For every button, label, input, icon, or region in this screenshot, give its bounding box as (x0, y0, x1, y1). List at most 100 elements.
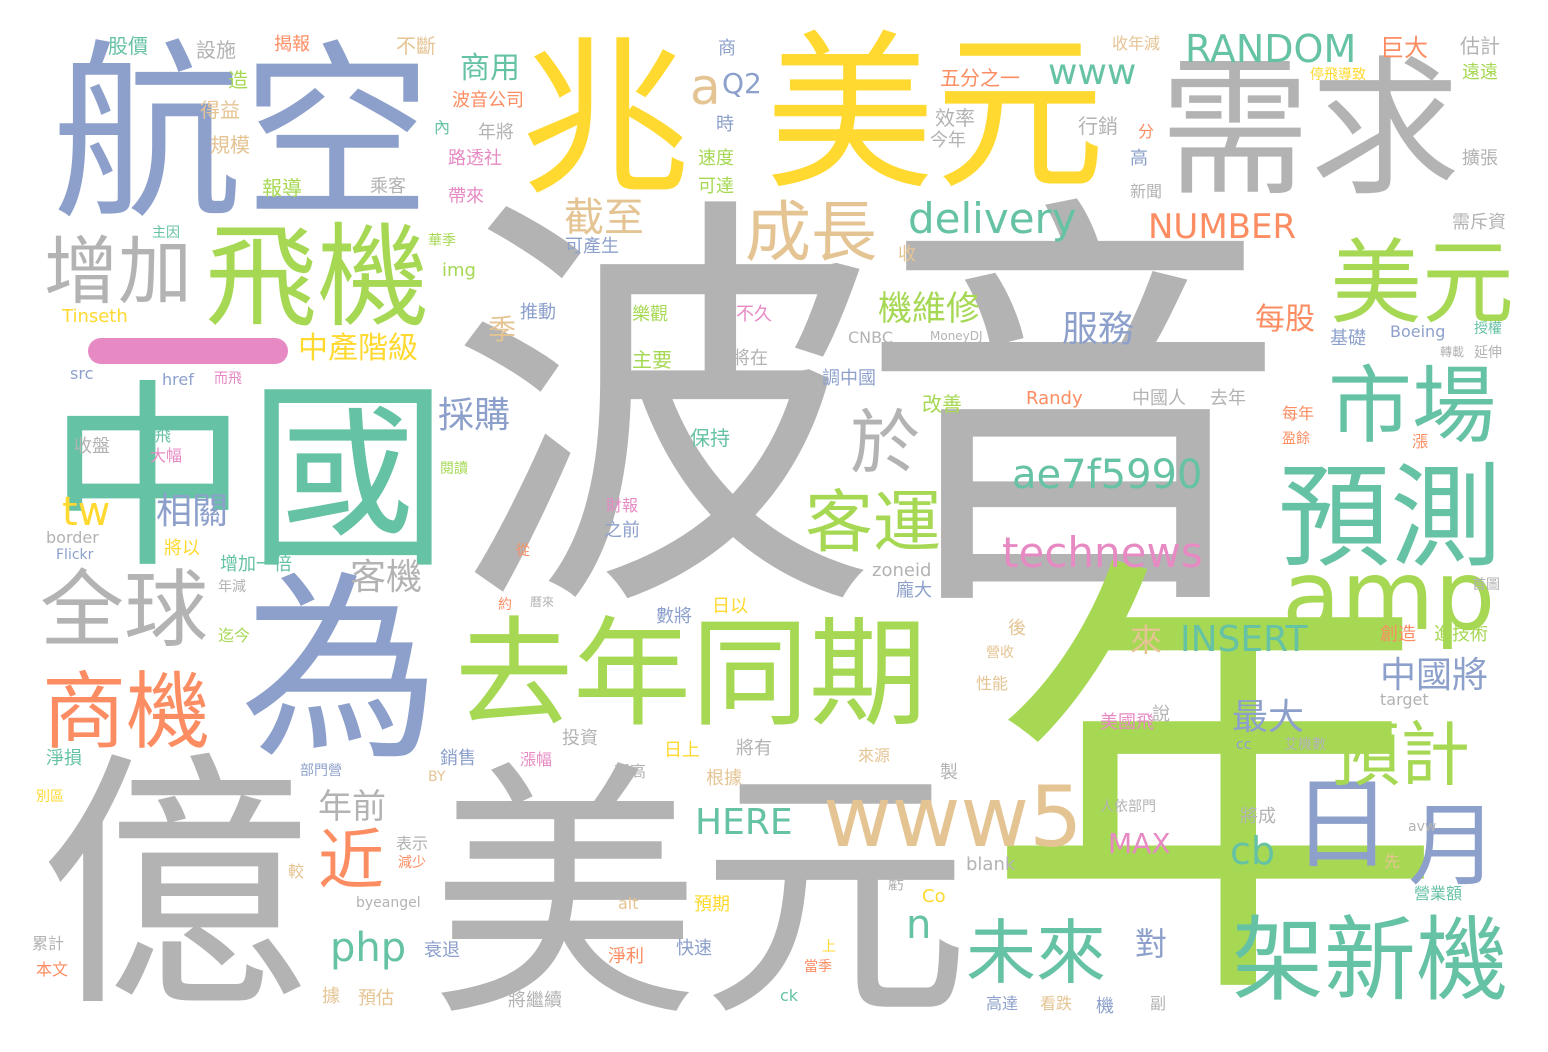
small-word: 據 (322, 986, 340, 1007)
small-word: 上 (822, 939, 836, 955)
small-word: 而飛 (214, 371, 242, 387)
word-here: HERE (695, 802, 793, 843)
small-word: 來源 (858, 746, 891, 765)
small-word: 報導 (262, 176, 302, 200)
word-number: NUMBER (1148, 207, 1297, 247)
small-word: 看跌 (1040, 994, 1073, 1013)
small-word: 艾機數 (1284, 737, 1326, 753)
small-word: cc (1236, 737, 1252, 753)
small-word: 去年 (1210, 388, 1246, 409)
small-word: 衰退 (424, 940, 460, 961)
small-word: 五分之一 (940, 66, 1020, 90)
small-word: 預期 (694, 894, 730, 915)
word-cb: cb (1230, 829, 1276, 873)
small-word: 將有 (736, 738, 772, 759)
small-word: 可達 (698, 176, 734, 197)
small-word: 日以 (712, 596, 748, 617)
small-word: ck (780, 986, 799, 1005)
word-ji: 季 (488, 313, 517, 346)
small-word: 增加一倍 (220, 554, 292, 575)
small-word: CNBC (848, 328, 894, 347)
small-word: 波音公司 (452, 90, 524, 111)
small-word: 數將 (656, 606, 692, 627)
small-word: 高 (1130, 148, 1148, 169)
small-word: 年將 (478, 122, 514, 143)
word-zhao: 兆 (520, 21, 691, 219)
small-word: 別區 (36, 789, 64, 805)
small-word: 造 (228, 68, 248, 92)
word-shangyong: 商用 (460, 51, 520, 86)
word-amp: amp (1282, 540, 1496, 652)
word-chengzhang: 成長 (745, 194, 877, 271)
small-word: 表示 (396, 834, 429, 853)
word-keyun: 客運 (805, 484, 942, 563)
word-www: www (1048, 52, 1137, 93)
small-word: 估計 (1460, 34, 1500, 58)
dash-mark (88, 338, 288, 364)
small-word: 減少 (398, 855, 426, 871)
word-yuji: 預計 (1330, 714, 1470, 796)
small-word: 根據 (706, 768, 742, 789)
small-word: 推動 (520, 302, 556, 323)
word-hangkong: 航空 (52, 24, 433, 245)
word-keji: 客機 (350, 557, 423, 598)
small-word: 中國人 (1132, 388, 1186, 409)
word-meiyuan-big: 美元 (430, 739, 970, 1052)
small-word: MoneyDJ (930, 329, 983, 343)
small-word: 部門營 (300, 763, 342, 779)
word-ri: 日 (1292, 766, 1392, 883)
small-word: 轉載 (1440, 345, 1465, 359)
word-boyin: 波音 (448, 165, 1288, 665)
small-word: 從 (516, 543, 530, 559)
word-weilai: 未來 (966, 912, 1106, 994)
small-word: 累計 (32, 934, 65, 953)
small-word: 得益 (200, 98, 240, 122)
word-php: php (330, 925, 407, 971)
word-jiezhi: 截至 (564, 195, 644, 241)
word-technews: technews (1002, 528, 1203, 577)
small-word: 乘客 (370, 176, 406, 197)
small-word: 營收 (986, 645, 1014, 661)
small-word: 帶來 (448, 186, 484, 207)
small-word: src (70, 364, 94, 383)
word-www5: www5 (823, 768, 1083, 866)
word-caigou: 採購 (438, 395, 511, 436)
small-word: 將以 (164, 538, 200, 559)
small-word: 分 (1138, 122, 1155, 141)
small-word: 性能 (976, 674, 1009, 693)
word-a: a (690, 58, 721, 116)
small-word: 商 (718, 38, 736, 59)
word-feiji: 飛機 (205, 213, 429, 343)
small-word: alt (618, 894, 639, 913)
small-word: 股價 (108, 34, 148, 58)
small-word: 將成 (1240, 806, 1276, 827)
small-word: zoneid (872, 560, 932, 581)
word-meiyuan-right: 美元 (1330, 230, 1515, 337)
word-xuqiu: 需求 (1160, 43, 1461, 217)
word-tw: tw (62, 489, 111, 535)
word-random: RANDOM (1185, 27, 1357, 71)
word-lai: 來 (1130, 621, 1163, 659)
small-word: 較 (288, 862, 305, 881)
small-word: 授權 (1474, 321, 1502, 337)
small-word: 主因 (152, 225, 180, 241)
small-word: 日上 (664, 740, 700, 761)
small-word: 曆來 (530, 595, 555, 609)
small-word: 收年減 (1112, 34, 1161, 53)
small-word: 創造 (1380, 624, 1416, 645)
small-word: 虧 (888, 874, 905, 893)
word-jiaxinji: 架新機 (1232, 907, 1509, 1014)
small-word: 不久 (736, 304, 772, 325)
small-word: 新聞 (1130, 182, 1163, 201)
small-word: 停飛導致 (1310, 67, 1366, 83)
small-word: target (1380, 690, 1429, 709)
word-yuce: 預測 (1278, 453, 1502, 583)
word-jiweixiu: 機維修 (878, 289, 980, 329)
word-q2: Q2 (722, 67, 762, 100)
word-meiyuan-top: 美元 (765, 16, 1106, 214)
word-meigu: 每股 (1255, 302, 1315, 337)
small-word: 基礎 (1330, 328, 1366, 349)
small-word: 投資 (562, 728, 598, 749)
small-word: 營業額 (1414, 884, 1463, 903)
small-word: 收 (898, 244, 916, 265)
